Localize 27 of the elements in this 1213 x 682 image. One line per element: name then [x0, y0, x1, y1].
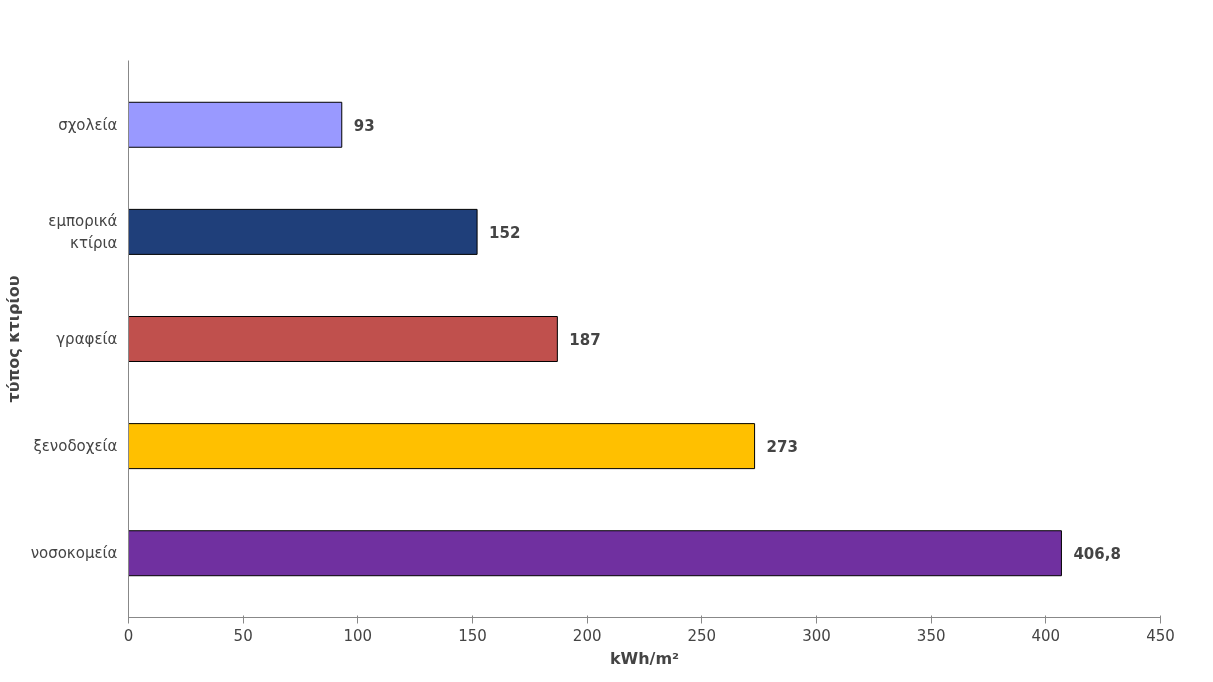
- x-tick-label: 450: [1146, 626, 1175, 645]
- bar: [128, 101, 343, 148]
- y-axis-title: τύπος κτιρίου: [3, 275, 23, 403]
- data-label: 406,8: [1073, 545, 1121, 564]
- bar: [128, 316, 558, 362]
- x-tick-label: 200: [572, 626, 602, 645]
- bar: [128, 530, 1062, 577]
- x-tick-label: 350: [916, 626, 946, 645]
- x-tick-label: 250: [687, 626, 717, 645]
- x-tick-label: 100: [343, 626, 373, 645]
- data-label: 187: [569, 331, 601, 349]
- x-tick-label: 150: [458, 626, 487, 645]
- x-tick-label: 400: [1031, 626, 1061, 645]
- y-tick-label: γραφεία: [56, 330, 118, 348]
- x-tick-label: 50: [233, 626, 253, 645]
- y-tick-label: ξενοδοχεία: [33, 437, 118, 456]
- x-tick-label: 0: [123, 626, 134, 645]
- y-tick-label: εμπορικά κτίρια: [48, 212, 118, 252]
- x-axis-title: kWh/m²: [609, 648, 680, 668]
- bar: [128, 208, 478, 255]
- bar: [128, 423, 756, 470]
- y-tick-label: σχολεία: [58, 115, 118, 134]
- y-tick-label: νοσοκομεία: [30, 544, 118, 563]
- x-tick-label: 300: [802, 626, 831, 645]
- data-label: 273: [766, 438, 798, 457]
- data-label: 93: [353, 116, 375, 135]
- data-label: 152: [489, 223, 521, 242]
